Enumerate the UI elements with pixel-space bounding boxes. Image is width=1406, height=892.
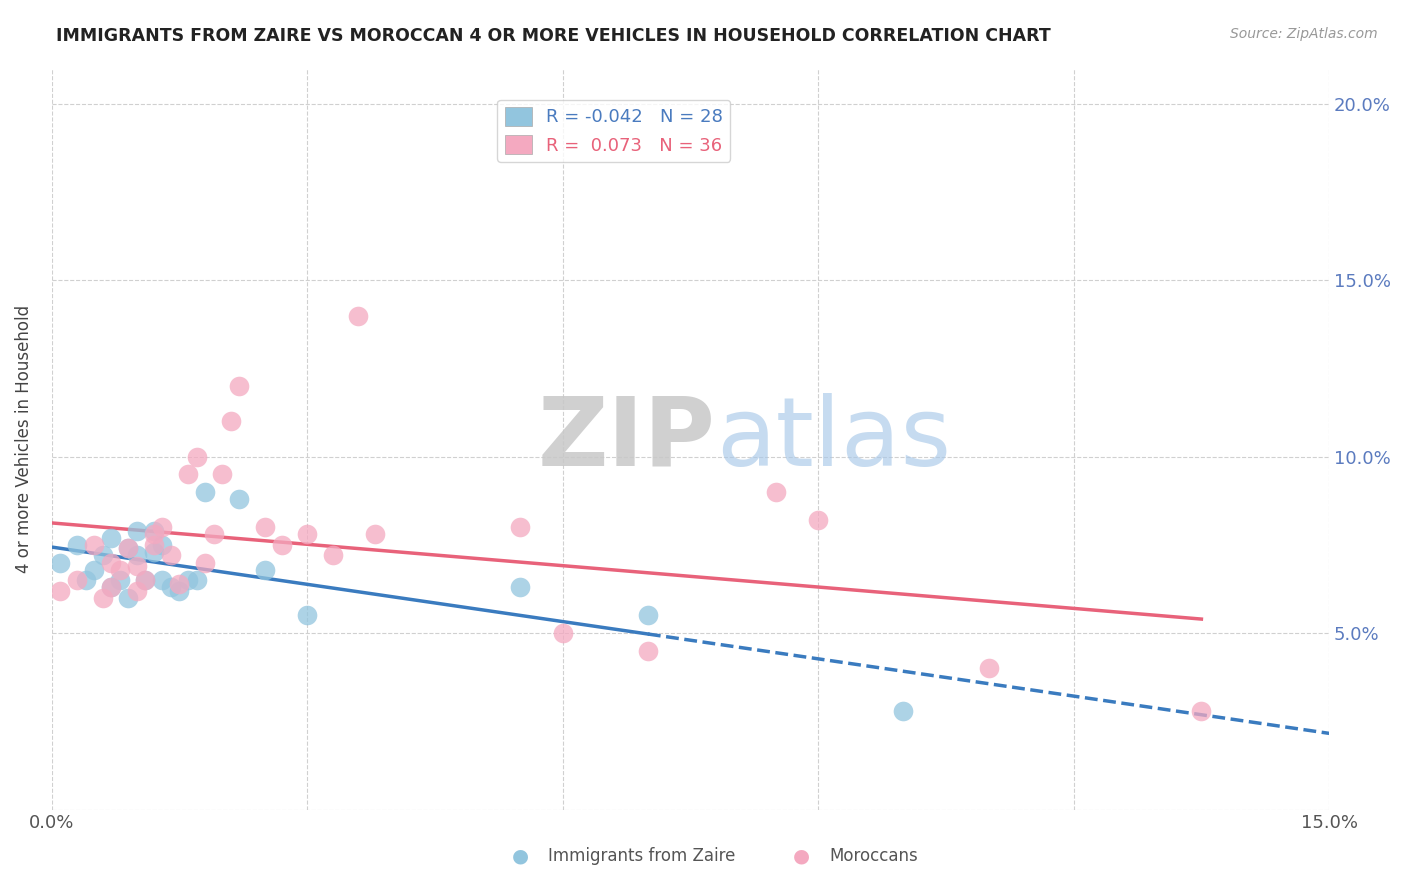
Point: [100, 556, 122, 570]
Point: [125, 524, 148, 538]
Text: Source: ZipAtlas.com: Source: ZipAtlas.com: [1230, 27, 1378, 41]
Point: [134, 573, 156, 587]
Point: [117, 591, 139, 605]
Point: [177, 573, 200, 587]
Point: [152, 538, 174, 552]
Point: [891, 704, 914, 718]
Point: [1189, 704, 1212, 718]
Point: [66, 573, 89, 587]
Text: Moroccans: Moroccans: [830, 847, 918, 865]
Point: [169, 576, 191, 591]
Point: [83, 563, 105, 577]
Point: [134, 573, 156, 587]
Point: [83, 538, 105, 552]
Point: [219, 414, 242, 428]
Point: [152, 573, 174, 587]
Text: IMMIGRANTS FROM ZAIRE VS MOROCCAN 4 OR MORE VEHICLES IN HOUSEHOLD CORRELATION CH: IMMIGRANTS FROM ZAIRE VS MOROCCAN 4 OR M…: [56, 27, 1052, 45]
Point: [100, 531, 122, 545]
Point: [347, 309, 370, 323]
Point: [509, 580, 531, 594]
Point: [49, 583, 72, 598]
Point: [202, 527, 225, 541]
Point: [322, 549, 344, 563]
Point: [253, 563, 276, 577]
Point: [91, 549, 114, 563]
Point: [551, 626, 574, 640]
Point: [364, 527, 387, 541]
Point: [194, 556, 217, 570]
Point: [91, 591, 114, 605]
Point: [211, 467, 233, 482]
Point: [297, 608, 319, 623]
Text: Immigrants from Zaire: Immigrants from Zaire: [548, 847, 735, 865]
Point: [169, 583, 191, 598]
Point: [509, 520, 531, 534]
Point: [228, 491, 250, 506]
Point: [100, 580, 122, 594]
Text: ●: ●: [793, 847, 810, 865]
Point: [807, 513, 830, 527]
Point: [49, 556, 72, 570]
Point: [108, 573, 131, 587]
Point: [186, 573, 208, 587]
Text: ●: ●: [512, 847, 529, 865]
Point: [160, 580, 183, 594]
Point: [177, 467, 200, 482]
Point: [297, 527, 319, 541]
Point: [160, 549, 183, 563]
Legend: R = -0.042   N = 28, R =  0.073   N = 36: R = -0.042 N = 28, R = 0.073 N = 36: [498, 100, 730, 162]
Point: [253, 520, 276, 534]
Point: [125, 583, 148, 598]
Text: ZIP: ZIP: [538, 392, 716, 485]
Point: [117, 541, 139, 556]
Point: [228, 379, 250, 393]
Point: [66, 538, 89, 552]
Point: [125, 549, 148, 563]
Text: atlas: atlas: [716, 392, 950, 485]
Point: [142, 524, 165, 538]
Point: [194, 485, 217, 500]
Point: [117, 541, 139, 556]
Point: [125, 559, 148, 574]
Point: [152, 520, 174, 534]
Point: [765, 485, 787, 500]
Y-axis label: 4 or more Vehicles in Household: 4 or more Vehicles in Household: [15, 305, 32, 573]
Point: [100, 580, 122, 594]
Point: [75, 573, 97, 587]
Point: [637, 644, 659, 658]
Point: [142, 527, 165, 541]
Point: [108, 563, 131, 577]
Point: [977, 661, 1000, 675]
Point: [637, 608, 659, 623]
Point: [186, 450, 208, 464]
Point: [270, 538, 292, 552]
Point: [142, 545, 165, 559]
Point: [142, 538, 165, 552]
